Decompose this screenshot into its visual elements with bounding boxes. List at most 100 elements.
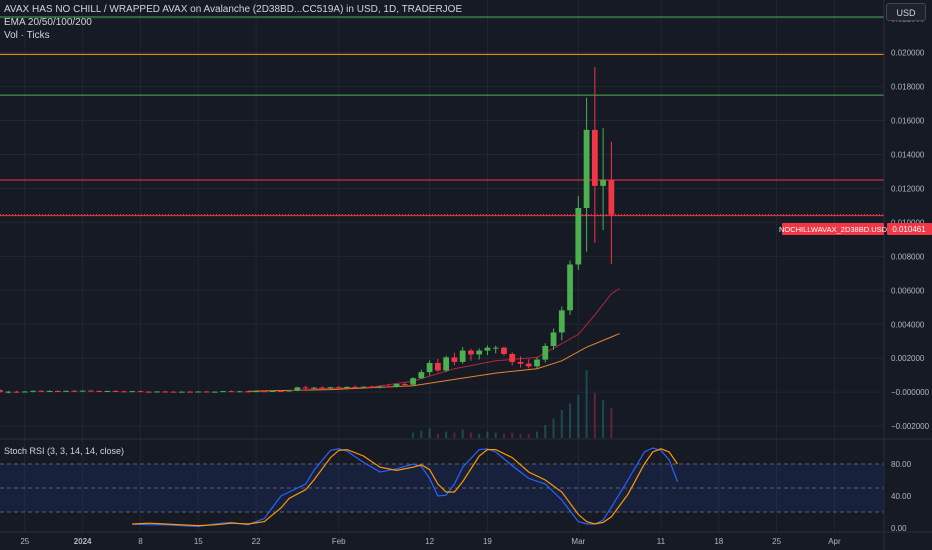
volume-bar-20: [577, 394, 580, 438]
stoch-rsi-legend[interactable]: Stoch RSI (3, 3, 14, 14, close): [4, 446, 125, 456]
horizontal-levels: [0, 16, 884, 217]
volume-bar-19: [569, 403, 572, 438]
candle-body-29: [236, 391, 243, 393]
volume-bar-18: [560, 410, 563, 438]
candle-body-7: [54, 390, 61, 392]
volume-bar-14: [527, 434, 530, 438]
candle-body-9: [71, 390, 78, 392]
candle-body-12: [96, 390, 103, 392]
last-price-tag: NOCHILLWAVAX_2D38BD.USD 0.010461: [779, 223, 932, 235]
candle-body-10: [79, 390, 86, 392]
candle-body-48: [393, 384, 400, 387]
price-tick-label-0: −0.002000: [891, 422, 930, 431]
candle-body-19: [154, 391, 160, 393]
price-tick-label-5: 0.008000: [891, 252, 925, 261]
volume-bar-2: [428, 428, 431, 438]
currency-button[interactable]: USD: [886, 3, 926, 21]
candle-body-20: [162, 391, 169, 393]
candle-body-38: [311, 387, 317, 389]
volume-bar-17: [552, 418, 555, 438]
candle-body-58: [476, 350, 483, 355]
candle-body-13: [104, 390, 111, 392]
candle-body-14: [112, 390, 119, 392]
time-tick-label-8: Mar: [571, 537, 585, 546]
stoch-rsi-pane: 0.00 40.00 80.00: [0, 438, 932, 533]
candle-body-40: [327, 387, 334, 389]
candle-body-23: [187, 391, 193, 393]
volume-bar-23: [602, 400, 605, 438]
volume-bars: [412, 370, 613, 438]
stoch-tick-label-0: 0.00: [891, 524, 907, 533]
time-tick-label-9: 11: [657, 537, 666, 546]
candle-body-24: [195, 391, 202, 393]
candle-body-39: [319, 387, 326, 389]
time-tick-label-2: 8: [138, 537, 143, 546]
symbol-tag-bg: [782, 223, 884, 235]
time-tick-label-12: Apr: [828, 537, 841, 546]
candle-body-65: [534, 359, 540, 367]
volume-bar-10: [494, 432, 497, 438]
ema-legend[interactable]: EMA 20/50/100/200: [4, 17, 92, 28]
candle-body-59: [484, 347, 491, 351]
price-tick-label-1: −0.000000: [891, 388, 930, 397]
time-tick-label-3: 15: [194, 537, 203, 546]
candle-body-2: [13, 391, 20, 393]
candle-body-17: [137, 391, 144, 393]
stoch-tick-label-2: 80.00: [891, 460, 912, 469]
candle-body-54: [443, 357, 450, 371]
volume-bar-7: [469, 432, 472, 438]
candle-body-63: [517, 361, 524, 364]
candle-body-62: [509, 353, 516, 362]
stoch-tick-label-1: 40.00: [891, 492, 912, 501]
candle-body-69: [567, 264, 573, 311]
candle-body-18: [145, 391, 152, 393]
candle-body-50: [410, 378, 416, 385]
price-tick-label-11: 0.020000: [891, 49, 925, 58]
candle-body-31: [253, 391, 260, 393]
time-tick-label-1: 2024: [74, 537, 92, 546]
volume-legend[interactable]: Vol · Ticks: [4, 30, 50, 41]
candle-body-53: [434, 362, 441, 371]
candle-body-73: [600, 179, 606, 186]
symbol-tag-text: NOCHILLWAVAX_2D38BD.USD: [779, 225, 888, 234]
candle-body-52: [426, 362, 433, 373]
candle-body-49: [401, 384, 408, 386]
price-tick-label-4: 0.006000: [891, 286, 925, 295]
volume-bar-21: [585, 370, 588, 438]
ema-lines: [247, 288, 620, 392]
price-tick-label-9: 0.016000: [891, 117, 925, 126]
chart-title[interactable]: AVAX HAS NO CHILL / WRAPPED AVAX on Aval…: [4, 4, 463, 15]
candle-body-45: [368, 386, 375, 388]
volume-bar-1: [420, 430, 423, 438]
time-tick-label-5: Feb: [332, 537, 346, 546]
candle-body-32: [261, 391, 268, 393]
volume-bar-5: [453, 432, 456, 438]
candle-body-30: [244, 391, 251, 393]
volume-bar-6: [461, 429, 464, 438]
candle-body-47: [385, 386, 392, 388]
grid: [0, 0, 884, 532]
candle-body-33: [269, 390, 276, 392]
candle-body-1: [5, 391, 12, 393]
time-tick-label-11: 25: [772, 537, 781, 546]
volume-bar-15: [536, 431, 539, 438]
volume-bar-16: [544, 425, 547, 438]
candle-body-16: [129, 391, 136, 393]
price-tick-label-7: 0.012000: [891, 184, 925, 193]
volume-bar-0: [412, 432, 415, 438]
volume-bar-9: [486, 431, 489, 438]
price-tag-bg: [887, 223, 932, 235]
candles: [0, 67, 615, 394]
candle-body-68: [558, 310, 565, 333]
candle-body-6: [46, 390, 53, 392]
candle-body-60: [492, 347, 499, 349]
candle-body-46: [377, 386, 383, 388]
price-axis[interactable]: −0.002000 −0.000000 0.002000 0.004000 0.0060…: [891, 15, 930, 431]
candle-body-66: [542, 345, 549, 360]
candle-body-61: [501, 347, 507, 354]
candle-body-11: [87, 390, 94, 392]
candle-body-4: [30, 390, 36, 392]
candle-body-74: [608, 179, 615, 215]
